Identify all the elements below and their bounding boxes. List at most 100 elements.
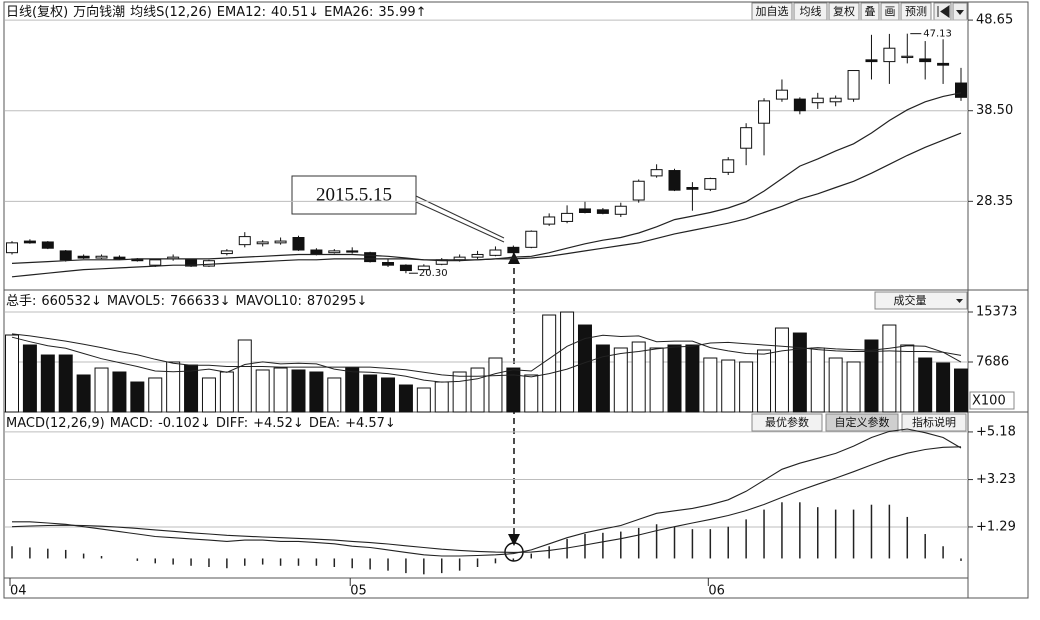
candle-body — [525, 230, 538, 248]
candle-body — [471, 253, 484, 258]
volume-bar — [452, 371, 467, 413]
volume-bar — [506, 367, 521, 413]
volume-bar — [882, 324, 897, 413]
volume-bar — [184, 364, 199, 413]
legend-text: 总手: — [6, 294, 36, 309]
candle-body — [722, 159, 735, 173]
candle-body — [113, 256, 126, 260]
volume-bar — [166, 361, 181, 413]
macd-line — [12, 428, 962, 557]
volume-bar — [201, 377, 216, 413]
volume-bar — [936, 362, 951, 413]
candle-body — [23, 240, 36, 244]
toolbar-label: 预测 — [905, 5, 927, 18]
volume-bar — [864, 339, 879, 413]
volume-bar — [416, 387, 431, 413]
candle-body — [238, 236, 251, 246]
legend-text: DEA: — [309, 416, 340, 431]
toolbar-label: 叠 — [865, 5, 876, 18]
volume-bar — [810, 347, 825, 413]
x-tick-label: 04 — [10, 584, 27, 599]
legend-text: 日线(复权) — [6, 4, 68, 20]
x-tick-label: 06 — [708, 584, 725, 599]
toolbar: 加自选 均线 复权叠画预测 — [751, 2, 932, 21]
volume-bar — [255, 369, 270, 413]
legend-text: 870295↓ — [307, 294, 368, 309]
nav-icon — [937, 5, 950, 18]
candle-body — [507, 246, 520, 254]
volume-bar — [148, 377, 163, 413]
volume-bar — [757, 349, 772, 413]
legend-text: 766633↓ — [170, 294, 231, 309]
volume-bar — [470, 367, 485, 413]
candle-body — [77, 255, 90, 259]
candle-body — [220, 250, 233, 255]
volume-bar — [703, 357, 718, 413]
candle-body — [829, 97, 842, 103]
indicator-button[interactable] — [825, 413, 899, 432]
indicator-button-label: 最优参数 — [765, 415, 809, 429]
y-tick-label: 48.65 — [976, 13, 1013, 28]
menu-icon — [956, 10, 964, 15]
volume-bar — [954, 368, 968, 413]
legend-text: EMA12: — [217, 5, 266, 20]
candle-body — [399, 264, 412, 272]
legend-text: 40.51↓ — [271, 5, 319, 20]
legend-text: 均线S(12,26) — [130, 5, 212, 20]
volume-bar — [649, 347, 664, 413]
volume-bar — [22, 344, 37, 413]
candle-body — [310, 249, 323, 255]
toolbar-label: 画 — [885, 5, 896, 18]
indicator-button-label: 指标说明 — [912, 415, 956, 429]
candle-body — [292, 237, 305, 251]
candle-body — [149, 259, 162, 266]
legend-text: DIFF: — [216, 416, 248, 431]
indicator-button[interactable] — [751, 413, 823, 432]
indicator-dropdown[interactable] — [874, 291, 968, 310]
volume-bar — [577, 324, 592, 413]
indicator-button-label: 自定义参数 — [835, 415, 890, 429]
candle-body — [382, 262, 395, 266]
volume-bar — [381, 377, 396, 413]
candle-body — [417, 265, 430, 271]
volume-bar — [94, 367, 109, 413]
volume-bar — [363, 374, 378, 413]
annotation: 2015.5.15 — [316, 184, 392, 205]
candle-body — [41, 241, 54, 249]
volume-bar — [5, 334, 19, 413]
volume-bar — [327, 377, 342, 413]
candle-body — [955, 82, 967, 98]
volume-bar — [595, 344, 610, 413]
y-tick-label: 15373 — [976, 305, 1017, 320]
volume-bar — [846, 361, 861, 413]
volume-bar — [309, 371, 324, 413]
volume-bar — [631, 341, 646, 413]
dropdown-arrow — [956, 299, 963, 303]
volume-bar — [774, 327, 789, 413]
candle-body — [256, 241, 269, 245]
legend-text: +4.57↓ — [345, 416, 396, 431]
annotation-box — [291, 175, 417, 215]
y-tick-label: +1.29 — [976, 519, 1016, 534]
candle-body — [59, 250, 72, 261]
candle-body — [901, 55, 914, 58]
toolbar-label: 加自选 — [756, 5, 789, 18]
toolbar-label: 均线 — [800, 4, 822, 18]
candle-body — [346, 250, 359, 253]
indicator-button[interactable] — [901, 413, 967, 432]
candle-body — [364, 252, 377, 263]
candle-body — [937, 62, 950, 66]
legend-text: -0.102↓ — [158, 416, 211, 431]
candle-body — [185, 259, 198, 267]
legend: 总手: 660532↓ MAVOL5: 766633↓ MAVOL10: 870295↓ — [6, 294, 367, 309]
y-tick-label: 38.50 — [976, 103, 1013, 118]
legend-text: MACD: — [110, 416, 153, 431]
volume-bar — [130, 381, 145, 413]
candle-body — [883, 47, 896, 63]
frame — [3, 1, 1029, 599]
volume-bar — [488, 357, 503, 413]
max-label: 47.13 — [923, 29, 952, 40]
candle-body — [561, 212, 574, 222]
volume-bar — [685, 344, 700, 413]
